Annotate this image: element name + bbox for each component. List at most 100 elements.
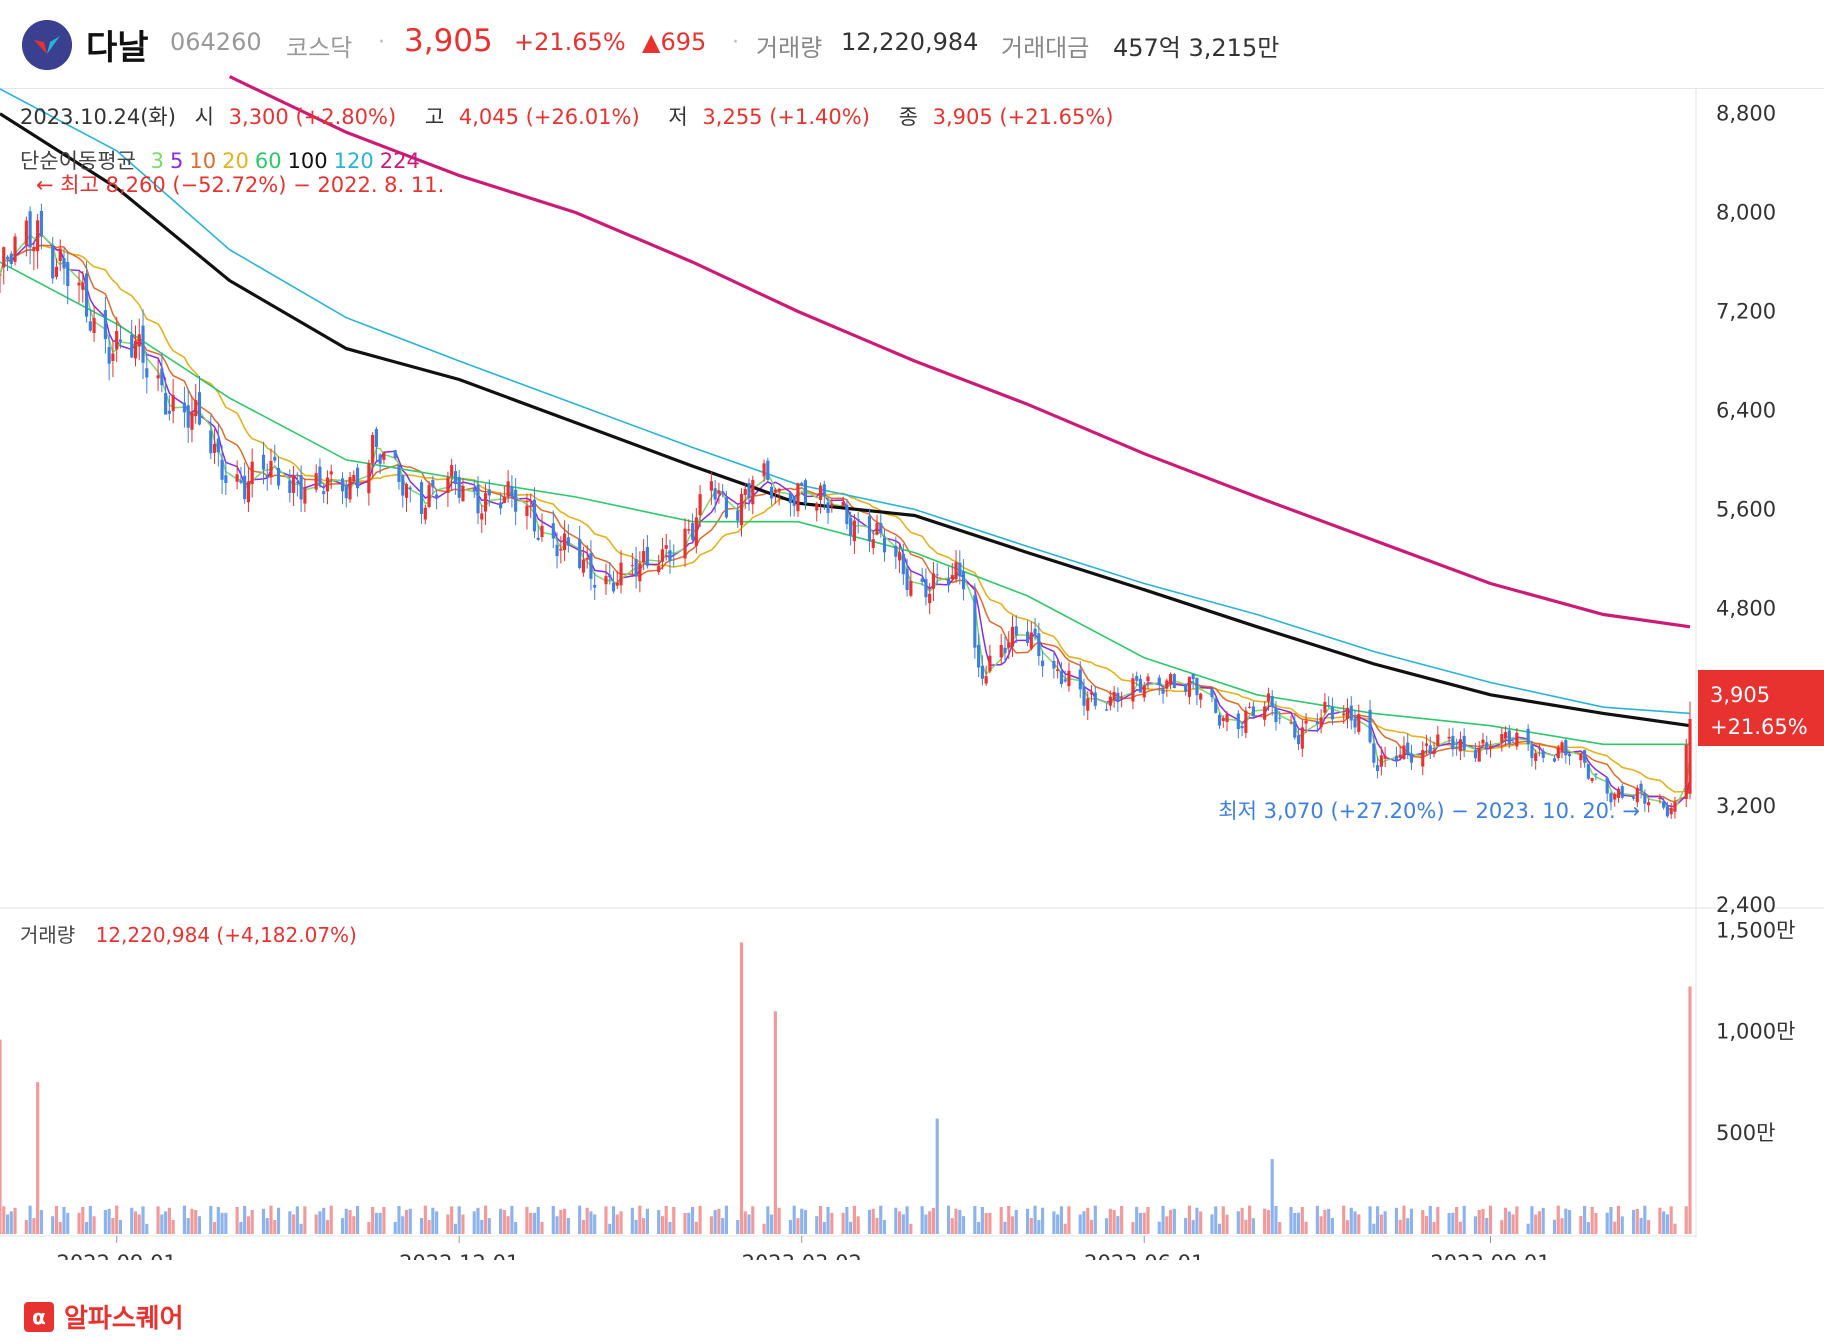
candle-body [1007, 642, 1011, 648]
candle-body [1187, 676, 1191, 697]
candle-body [483, 493, 488, 512]
volume-bar [182, 1205, 187, 1234]
candle-body [1195, 677, 1199, 696]
candle-body [1394, 755, 1398, 761]
candle-body [92, 318, 96, 333]
volume-bar [1421, 1210, 1425, 1234]
candle-body [0, 274, 2, 276]
volume-bar [1357, 1214, 1361, 1234]
candle-body [645, 546, 649, 566]
candle-body [657, 566, 661, 573]
volume-bar [713, 1209, 717, 1234]
candle-body [743, 488, 747, 495]
volume-bar [1564, 1208, 1568, 1234]
volume-bar [1025, 1208, 1030, 1234]
volume-bar [1217, 1223, 1222, 1234]
volume-bar [130, 1207, 134, 1234]
candle-body [514, 489, 518, 512]
volume-bar [1353, 1211, 1357, 1234]
candle-body [800, 482, 804, 486]
volume-bar [1033, 1205, 1037, 1234]
current-price-tag-price: 3,905 [1710, 683, 1770, 707]
volume-bar [24, 1219, 28, 1234]
candle-body [856, 519, 860, 521]
volume-bar [382, 1206, 386, 1234]
candle-body [1221, 717, 1225, 721]
ma-legend-item[interactable]: 224 [380, 149, 420, 173]
candle-body [209, 430, 213, 454]
volume-bar [1436, 1206, 1440, 1234]
candle-body [683, 528, 687, 559]
info-high-label: 고 [425, 105, 444, 129]
volume-bar [954, 1208, 958, 1234]
candle-body [1447, 736, 1451, 739]
volume-bar [1507, 1211, 1511, 1234]
time-axis: 2022.09.01 2022.12.01 2023.03.02 2023.06.01… [57, 1236, 1551, 1260]
candle-body [404, 484, 409, 498]
ma-legend-item[interactable]: 5 [170, 149, 183, 173]
candle-body [502, 496, 506, 504]
volume-bar [1515, 1206, 1519, 1234]
volume-bar [1673, 1223, 1677, 1234]
candle-body [1037, 633, 1041, 657]
volume-bar [514, 1221, 518, 1234]
candle-body [935, 574, 939, 576]
volume-bar [540, 1221, 544, 1234]
ma-legend-item[interactable]: 3 [151, 149, 164, 173]
volume-bar [423, 1205, 427, 1234]
candle-body [84, 273, 89, 317]
ma-legend-item[interactable]: 100 [288, 149, 328, 173]
candle-body [62, 258, 66, 269]
candle-body [371, 435, 375, 464]
candle-body [1485, 742, 1489, 748]
candle-body [374, 428, 378, 448]
candle-body [1488, 746, 1493, 749]
candle-body [401, 475, 405, 496]
volume-bar [1248, 1205, 1252, 1234]
candle-body [894, 545, 898, 557]
volume-bar [924, 1214, 928, 1234]
volume-bar [525, 1206, 529, 1234]
candle-body [137, 334, 141, 347]
candle-body [423, 507, 427, 520]
candle-body [1289, 722, 1293, 724]
ma-legend[interactable]: 단순이동평균 3 5 10 20 60 100 120 224 [20, 149, 420, 173]
ma-legend-item[interactable]: 20 [222, 149, 249, 173]
volume-bar [593, 1214, 597, 1234]
volume-bar [999, 1206, 1003, 1234]
candle-body [1251, 706, 1255, 716]
brand[interactable]: α 알파스퀘어 [24, 1298, 184, 1335]
candle-body [24, 220, 28, 246]
volume-bar [867, 1209, 872, 1234]
volume-bar [235, 1206, 239, 1234]
volume-bar [137, 1214, 141, 1234]
volume-bar [355, 1205, 360, 1234]
ma-legend-item[interactable]: 60 [255, 149, 282, 173]
candle-body [1402, 745, 1406, 760]
candle-body [54, 266, 59, 277]
ma20-line [0, 244, 1691, 793]
volume-bar [928, 1211, 932, 1234]
candle-body [457, 477, 461, 498]
brand-logo-icon: α [24, 1301, 54, 1332]
volume-bar [1609, 1207, 1613, 1234]
candle-body [408, 487, 412, 490]
candle-body [1010, 626, 1015, 647]
price-chart[interactable]: 8,800 8,000 7,200 6,400 5,600 4,800 3,200 2,400… [0, 0, 1824, 1260]
candle-body [1293, 720, 1297, 738]
volume-bar [1319, 1216, 1323, 1234]
candle-body [1033, 628, 1037, 635]
volume-bar [1428, 1205, 1432, 1234]
candle-body [581, 559, 585, 573]
candle-body [1041, 660, 1045, 667]
ma-legend-item[interactable]: 120 [334, 149, 374, 173]
volume-bar [687, 1212, 691, 1234]
price-tick-label: 4,800 [1716, 596, 1776, 620]
volume-bar [694, 1221, 698, 1234]
volume-bar [318, 1211, 322, 1234]
volume-bar [1187, 1205, 1191, 1234]
candle-body [871, 539, 875, 548]
ma-legend-item[interactable]: 10 [189, 149, 216, 173]
price-tick-label: 3,200 [1716, 794, 1776, 818]
volume-bar [1157, 1221, 1161, 1234]
